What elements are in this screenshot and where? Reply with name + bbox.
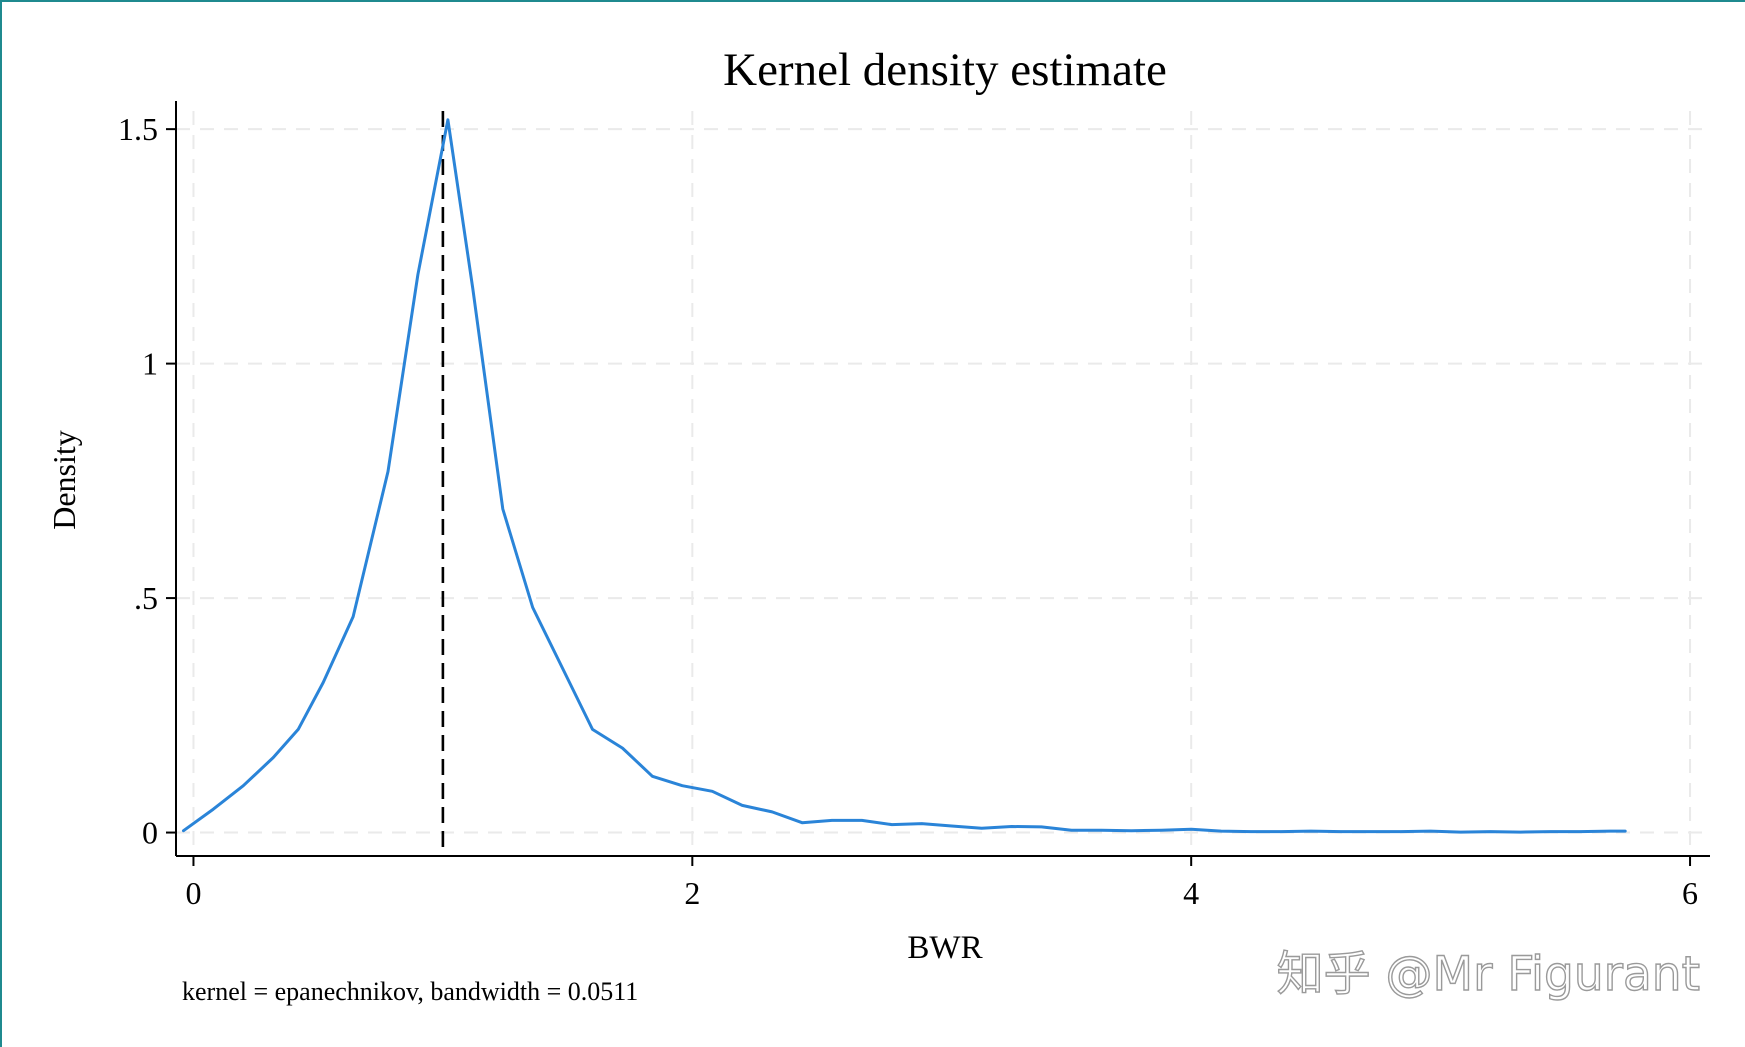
- y-tick-label: .5: [134, 580, 158, 616]
- watermark: 知乎 @Mr Figurant: [1277, 947, 1700, 1002]
- series-group: [182, 118, 1627, 834]
- ticks: 0 .5 1 1.5 0 2 4 6: [118, 111, 1698, 911]
- axes: [175, 101, 1710, 857]
- y-tick-label: 1: [142, 346, 158, 382]
- y-tick-label: 1.5: [118, 111, 158, 147]
- kernel-note: kernel = epanechnikov, bandwidth = 0.051…: [182, 977, 638, 1006]
- x-tick-label: 0: [185, 875, 201, 911]
- x-tick-label: 2: [684, 875, 700, 911]
- x-axis-label: BWR: [907, 930, 982, 966]
- x-tick-label: 4: [1183, 875, 1199, 911]
- y-axis-label: Density: [46, 430, 82, 530]
- x-tick-label: 6: [1682, 875, 1698, 911]
- y-tick-label: 0: [142, 815, 158, 851]
- grid-lines: [176, 111, 1710, 856]
- density-series-line: [182, 118, 1627, 834]
- chart-title: Kernel density estimate: [723, 44, 1167, 96]
